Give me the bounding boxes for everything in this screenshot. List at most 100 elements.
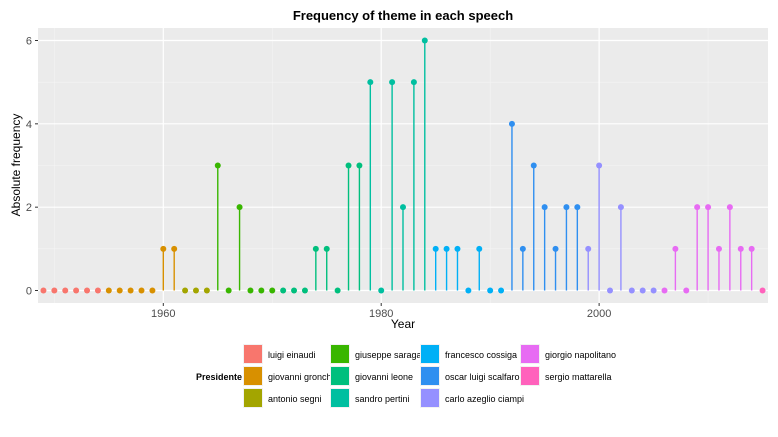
data-point — [552, 245, 559, 252]
legend-label: giorgio napolitano — [545, 350, 616, 360]
legend-label: francesco cossiga — [445, 350, 517, 360]
y-axis: 0 2 4 6 — [26, 36, 38, 298]
data-point — [236, 204, 243, 211]
legend-label: luigi einaudi — [268, 350, 316, 360]
legend-label: giovanni leone — [355, 372, 413, 382]
data-point — [715, 245, 722, 252]
legend-title: Presidente — [196, 372, 242, 382]
data-point — [225, 287, 232, 294]
data-point — [171, 245, 178, 252]
data-point — [726, 204, 733, 211]
data-point — [683, 287, 690, 294]
legend-swatch — [331, 389, 349, 407]
data-point — [269, 287, 276, 294]
data-point — [182, 287, 189, 294]
y-tick-label: 0 — [26, 286, 32, 298]
data-point — [192, 287, 199, 294]
data-point — [639, 287, 646, 294]
data-point — [94, 287, 101, 294]
data-point — [400, 204, 406, 211]
data-point — [541, 204, 548, 211]
legend-swatch — [421, 367, 439, 385]
legend-label: giuseppe saragat — [355, 350, 425, 360]
minor-gridlines — [38, 28, 768, 303]
legend-swatch — [421, 345, 439, 363]
data-point — [203, 287, 210, 294]
data-point — [51, 287, 58, 294]
data-point — [312, 245, 319, 252]
legend-swatch — [244, 367, 262, 385]
legend-swatch — [244, 389, 262, 407]
data-point — [105, 287, 112, 294]
data-point — [476, 245, 483, 252]
data-point — [672, 245, 679, 252]
data-point — [356, 162, 363, 169]
legend: luigi einaudi giovanni gronchi antonio seg… — [243, 344, 616, 408]
data-point — [291, 287, 298, 294]
data-point — [345, 162, 352, 169]
legend-label: oscar luigi scalfaro — [445, 372, 520, 382]
data-point — [138, 287, 145, 294]
data-point — [73, 287, 80, 294]
data-point — [62, 287, 69, 294]
y-tick-label: 2 — [26, 202, 32, 214]
data-point — [563, 204, 570, 211]
data-point — [498, 287, 505, 294]
data-point — [367, 79, 374, 86]
data-point — [759, 287, 766, 294]
legend-label: sandro pertini — [355, 394, 410, 404]
data-point — [607, 287, 614, 294]
data-point — [378, 287, 385, 294]
data-point — [465, 287, 472, 294]
data-point — [389, 79, 396, 86]
data-point — [214, 162, 221, 169]
data-point — [650, 287, 657, 294]
x-tick-label: 1960 — [151, 308, 175, 320]
data-point — [628, 287, 635, 294]
data-point — [530, 162, 537, 169]
data-point — [748, 245, 755, 252]
y-axis-label: Absolute frequency — [9, 114, 23, 217]
data-point — [160, 245, 167, 252]
legend-label: carlo azeglio ciampi — [445, 394, 524, 404]
data-point — [737, 245, 744, 252]
series-layer — [40, 37, 766, 294]
data-point — [694, 204, 701, 211]
data-point — [410, 79, 417, 86]
legend-label: giovanni gronchi — [268, 372, 334, 382]
legend-swatch — [521, 345, 539, 363]
legend-label: sergio mattarella — [545, 372, 612, 382]
data-point — [508, 120, 515, 127]
data-point — [84, 287, 91, 294]
data-point — [596, 162, 603, 169]
x-axis-label: Year — [391, 317, 415, 331]
data-point — [574, 204, 581, 211]
data-point — [585, 245, 592, 252]
x-tick-label: 2000 — [587, 308, 611, 320]
x-tick-label: 1980 — [369, 308, 393, 320]
legend-swatch — [331, 345, 349, 363]
data-point — [247, 287, 254, 294]
data-point — [40, 287, 47, 294]
data-point — [661, 287, 668, 294]
legend-swatch — [521, 367, 539, 385]
data-point — [705, 204, 712, 211]
data-point — [617, 204, 624, 211]
x-axis: 1960 1980 2000 — [151, 303, 611, 320]
y-tick-label: 4 — [26, 119, 32, 131]
data-point — [301, 287, 308, 294]
data-point — [432, 245, 439, 252]
data-point — [487, 287, 494, 294]
data-point — [258, 287, 265, 294]
data-point — [519, 245, 526, 252]
data-point — [443, 245, 450, 252]
data-point — [323, 245, 330, 252]
data-point — [454, 245, 461, 252]
data-point — [421, 37, 428, 44]
data-point — [334, 287, 341, 294]
legend-swatch — [331, 367, 349, 385]
data-point — [127, 287, 134, 294]
legend-swatch — [244, 345, 262, 363]
